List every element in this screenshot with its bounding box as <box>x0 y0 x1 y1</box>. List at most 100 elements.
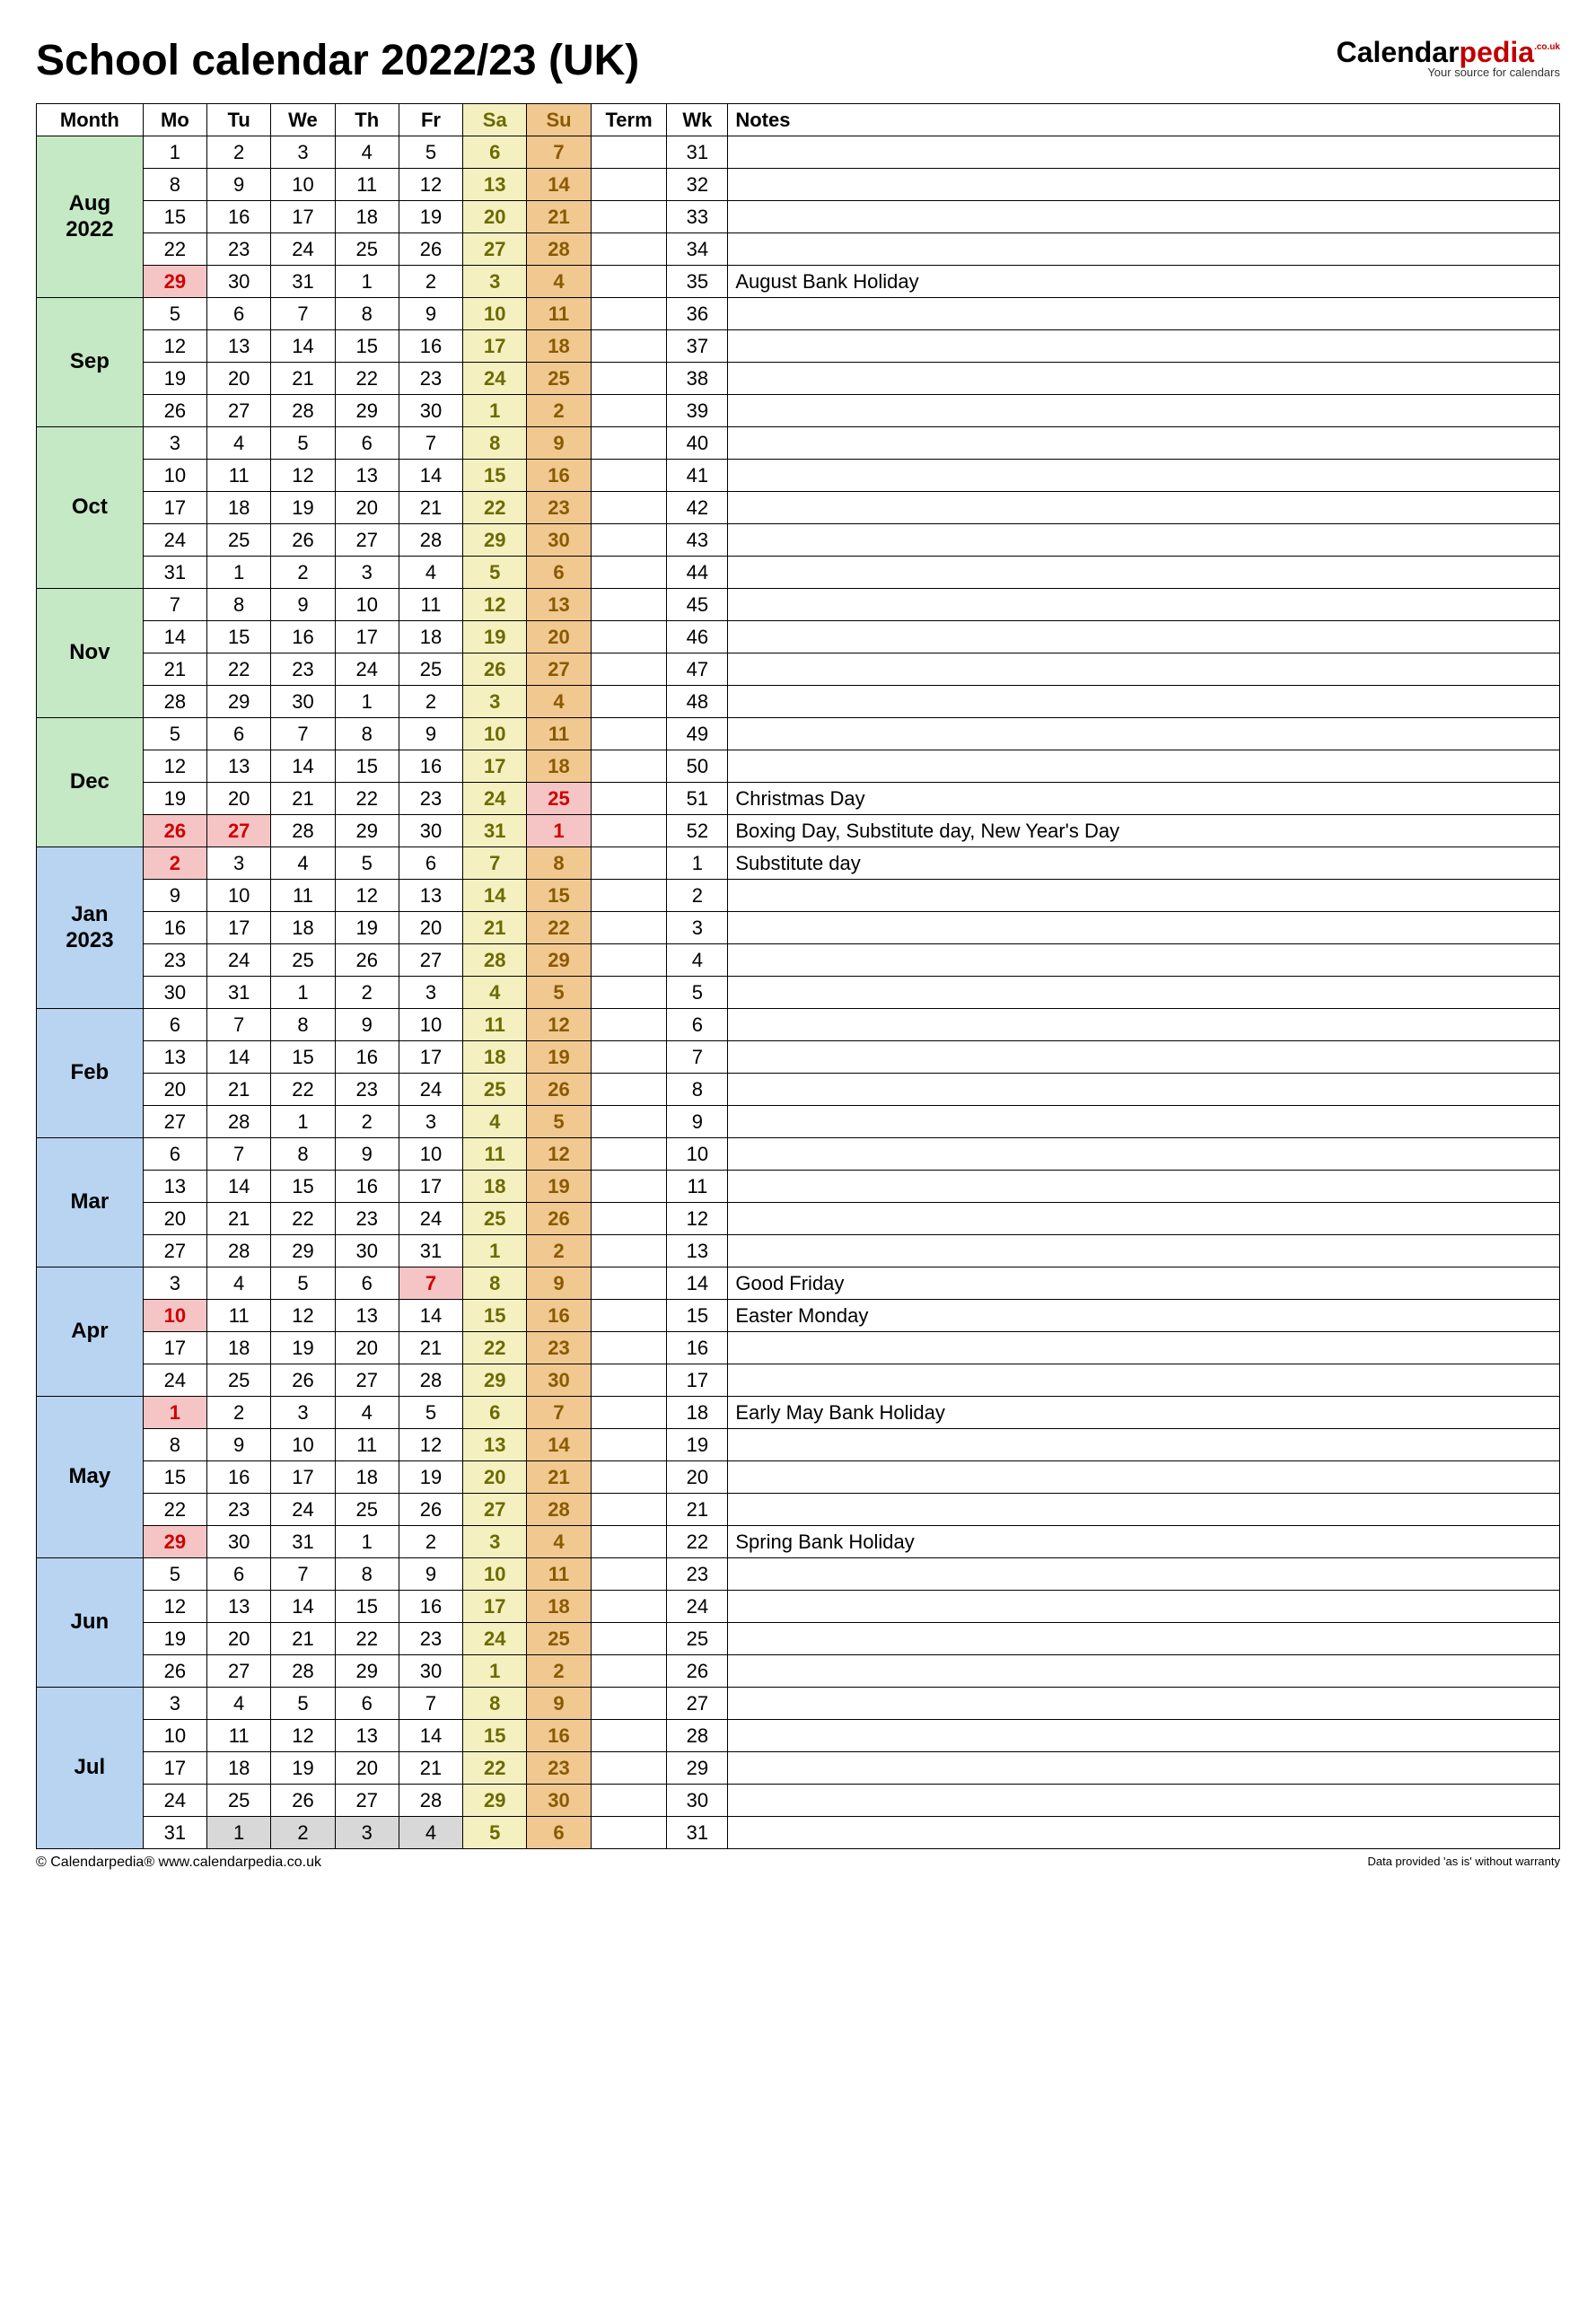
term-cell <box>591 783 667 815</box>
day-cell: 11 <box>463 1009 527 1041</box>
day-cell: 22 <box>335 1623 399 1655</box>
day-cell: 20 <box>143 1203 206 1235</box>
term-cell <box>591 1041 667 1074</box>
day-cell: 17 <box>399 1171 462 1203</box>
term-cell <box>591 136 667 169</box>
day-cell: 24 <box>271 233 335 266</box>
day-cell: 2 <box>143 847 206 880</box>
day-cell: 31 <box>399 1235 462 1267</box>
day-cell: 25 <box>463 1203 527 1235</box>
term-cell <box>591 1494 667 1526</box>
term-cell <box>591 1785 667 1817</box>
term-cell <box>591 621 667 653</box>
week-cell: 19 <box>667 1429 728 1461</box>
day-cell: 12 <box>527 1138 591 1171</box>
day-cell: 4 <box>527 686 591 718</box>
day-cell: 19 <box>527 1171 591 1203</box>
notes-cell <box>728 298 1560 330</box>
day-cell: 21 <box>527 201 591 233</box>
notes-cell <box>728 1558 1560 1591</box>
header-row: MonthMoTuWeThFrSaSuTermWkNotes <box>37 104 1560 136</box>
notes-cell <box>728 524 1560 557</box>
week-row: 2223242526272834 <box>37 233 1560 266</box>
day-cell: 24 <box>143 1785 206 1817</box>
day-cell: 6 <box>527 1817 591 1849</box>
week-cell: 49 <box>667 718 728 750</box>
day-cell: 16 <box>527 460 591 492</box>
day-cell: 9 <box>207 1429 271 1461</box>
week-row: 1920212223242525 <box>37 1623 1560 1655</box>
day-cell: 4 <box>271 847 335 880</box>
week-cell: 47 <box>667 653 728 686</box>
notes-cell <box>728 1171 1560 1203</box>
notes-cell <box>728 653 1560 686</box>
day-cell: 8 <box>335 1558 399 1591</box>
term-cell <box>591 1332 667 1364</box>
day-cell: 18 <box>463 1041 527 1074</box>
day-cell: 10 <box>335 589 399 621</box>
day-cell: 9 <box>527 427 591 460</box>
week-row: Aug2022123456731 <box>37 136 1560 169</box>
week-row: 91011121314152 <box>37 880 1560 912</box>
day-cell: 30 <box>207 1526 271 1558</box>
day-cell: 2 <box>399 686 462 718</box>
week-cell: 6 <box>667 1009 728 1041</box>
day-cell: 10 <box>143 1720 206 1752</box>
logo-suffix: .co.uk <box>1534 42 1560 52</box>
day-cell: 8 <box>335 298 399 330</box>
day-cell: 24 <box>399 1203 462 1235</box>
notes-cell <box>728 136 1560 169</box>
day-cell: 6 <box>399 847 462 880</box>
day-cell: 15 <box>463 1300 527 1332</box>
day-cell: 31 <box>143 1817 206 1849</box>
day-cell: 17 <box>271 1461 335 1494</box>
notes-cell: Spring Bank Holiday <box>728 1526 1560 1558</box>
day-cell: 21 <box>271 1623 335 1655</box>
week-row: 1213141516171850 <box>37 750 1560 783</box>
day-cell: 4 <box>527 266 591 298</box>
day-cell: 1 <box>335 1526 399 1558</box>
week-cell: 1 <box>667 847 728 880</box>
day-cell: 11 <box>335 169 399 201</box>
day-cell: 14 <box>207 1171 271 1203</box>
day-cell: 27 <box>335 1785 399 1817</box>
day-cell: 17 <box>207 912 271 944</box>
day-cell: 3 <box>207 847 271 880</box>
day-cell: 13 <box>207 1591 271 1623</box>
day-cell: 21 <box>463 912 527 944</box>
day-cell: 15 <box>271 1171 335 1203</box>
day-cell: 3 <box>143 427 206 460</box>
week-cell: 31 <box>667 136 728 169</box>
week-cell: 38 <box>667 363 728 395</box>
notes-cell <box>728 1752 1560 1785</box>
day-cell: 7 <box>271 298 335 330</box>
day-cell: 12 <box>143 750 206 783</box>
week-row: 2021222324252612 <box>37 1203 1560 1235</box>
day-cell: 20 <box>463 201 527 233</box>
day-cell: 14 <box>527 169 591 201</box>
week-row: Nov7891011121345 <box>37 589 1560 621</box>
day-cell: 23 <box>399 363 462 395</box>
day-cell: 15 <box>335 1591 399 1623</box>
day-cell: 21 <box>143 653 206 686</box>
term-cell <box>591 395 667 427</box>
day-cell: 17 <box>463 330 527 363</box>
day-cell: 25 <box>527 783 591 815</box>
day-cell: 25 <box>207 1364 271 1397</box>
day-cell: 14 <box>463 880 527 912</box>
day-cell: 14 <box>271 1591 335 1623</box>
week-row: 262728293031152Boxing Day, Substitute da… <box>37 815 1560 847</box>
day-cell: 5 <box>399 1397 462 1429</box>
week-row: May123456718Early May Bank Holiday <box>37 1397 1560 1429</box>
day-cell: 29 <box>143 266 206 298</box>
day-cell: 29 <box>335 1655 399 1688</box>
day-cell: 2 <box>527 1655 591 1688</box>
day-cell: 20 <box>207 363 271 395</box>
day-cell: 6 <box>207 298 271 330</box>
day-cell: 15 <box>143 201 206 233</box>
notes-cell <box>728 1461 1560 1494</box>
week-row: 26272829301226 <box>37 1655 1560 1688</box>
week-cell: 26 <box>667 1655 728 1688</box>
day-cell: 11 <box>527 718 591 750</box>
week-cell: 31 <box>667 1817 728 1849</box>
